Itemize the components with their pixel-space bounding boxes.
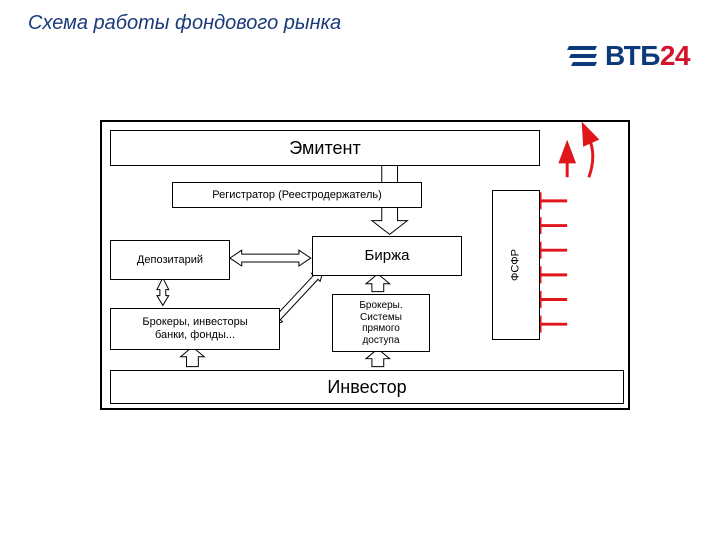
node-brokers-direct: Брокеры.Системыпрямогодоступа: [332, 294, 430, 352]
wing-icon: [567, 43, 597, 69]
node-depozitariy: Депозитарий: [110, 240, 230, 280]
node-birzha: Биржа: [312, 236, 462, 276]
node-fsfr: ФСФР: [492, 190, 540, 340]
node-emitent: Эмитент: [110, 130, 540, 166]
vtb24-logo: ВТБ24: [567, 40, 690, 72]
node-investor: Инвестор: [110, 370, 624, 404]
node-registrator: Регистратор (Реестродержатель): [172, 182, 422, 208]
logo-vtb: ВТБ: [605, 40, 660, 71]
page-title: Схема работы фондового рынка: [28, 12, 341, 35]
logo-text: ВТБ24: [605, 40, 690, 72]
logo-24: 24: [660, 40, 690, 71]
node-brokers: Брокеры, инвесторыбанки, фонды...: [110, 308, 280, 350]
diagram-container: Эмитент Регистратор (Реестродержатель) Д…: [100, 120, 630, 410]
